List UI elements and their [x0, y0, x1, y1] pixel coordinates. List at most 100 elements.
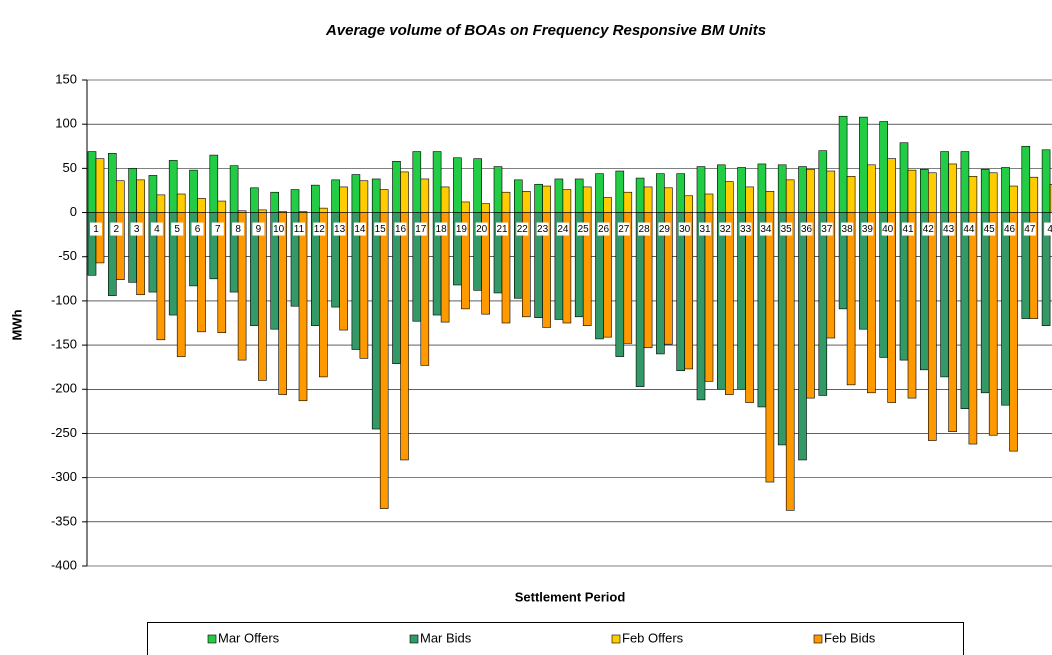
x-tick-label: 29	[659, 224, 671, 235]
x-tick-label: 44	[963, 224, 975, 235]
category-label-bg	[678, 222, 691, 236]
x-tick-label: 22	[517, 224, 529, 235]
bar	[278, 212, 288, 395]
bar	[176, 193, 186, 213]
bar	[209, 154, 219, 213]
bar	[635, 177, 645, 213]
legend-label: Feb Bids	[824, 630, 876, 645]
bar	[623, 212, 633, 344]
x-tick-label: 3	[134, 224, 140, 235]
x-tick-label: 14	[354, 224, 366, 235]
category-label-bg	[171, 222, 184, 236]
x-tick-label: 45	[984, 224, 996, 235]
bar	[988, 212, 998, 436]
bar	[318, 207, 328, 213]
bar	[960, 212, 970, 410]
bar	[696, 212, 706, 401]
category-label-bg	[211, 222, 224, 236]
category-label-bg	[353, 222, 366, 236]
bar	[461, 201, 470, 213]
bar	[371, 178, 381, 213]
category-label-bg	[191, 222, 204, 236]
bar	[574, 178, 584, 213]
x-tick-label: 46	[1004, 224, 1016, 235]
bar	[899, 142, 909, 213]
bar	[737, 212, 746, 390]
bar	[168, 160, 178, 213]
bar	[258, 209, 267, 213]
bar	[716, 212, 726, 390]
x-tick-label: 40	[882, 224, 894, 235]
bar	[940, 151, 949, 213]
bar	[838, 115, 848, 213]
bar	[128, 168, 137, 213]
x-tick-label: 1	[93, 224, 99, 235]
bar	[676, 212, 686, 372]
bar	[623, 191, 633, 213]
bar	[371, 212, 381, 430]
bar	[513, 179, 523, 213]
bar	[318, 212, 328, 378]
x-tick-label: 16	[395, 224, 407, 235]
bar	[1041, 212, 1051, 326]
bar	[846, 176, 856, 213]
category-label-bg	[597, 222, 610, 236]
bar	[798, 212, 807, 461]
bar	[1001, 167, 1010, 213]
category-label-bg	[475, 222, 488, 236]
category-label-bg	[394, 222, 407, 236]
x-tick-label: 4	[154, 224, 160, 235]
bar	[359, 180, 369, 213]
bar	[1049, 183, 1052, 213]
bar	[603, 212, 612, 338]
x-tick-label: 41	[902, 224, 914, 235]
bar	[95, 212, 105, 264]
legend-swatch	[611, 634, 621, 644]
bar	[656, 173, 665, 213]
bar	[724, 212, 734, 395]
x-tick-label: 13	[334, 224, 346, 235]
bar	[116, 180, 125, 213]
bar	[806, 212, 815, 399]
category-label-bg	[496, 222, 508, 236]
bar	[453, 157, 462, 213]
bar	[603, 197, 612, 213]
x-tick-label: 5	[174, 224, 180, 235]
category-label-bg	[435, 222, 448, 236]
bar	[432, 151, 442, 213]
bar	[501, 191, 511, 213]
x-tick-label: 4	[1047, 224, 1052, 235]
x-tick-label: 30	[679, 224, 691, 235]
x-tick-label: 23	[537, 224, 549, 235]
bar	[806, 168, 815, 213]
category-label-bg	[658, 222, 671, 236]
x-axis-title: Settlement Period	[515, 589, 626, 604]
bar	[684, 212, 694, 370]
x-tick-label: 6	[195, 224, 201, 235]
bar	[116, 212, 125, 281]
bar	[237, 212, 247, 361]
bar	[887, 212, 897, 403]
x-tick-label: 27	[618, 224, 630, 235]
category-label-bg	[759, 222, 772, 236]
bar	[818, 150, 828, 213]
bar	[1009, 212, 1018, 452]
category-label-bg	[556, 222, 569, 236]
category-label-bg	[536, 222, 549, 236]
bar	[643, 212, 653, 349]
category-label-bg	[1023, 222, 1036, 236]
x-tick-label: 10	[273, 224, 285, 235]
bar	[95, 158, 105, 213]
bar	[960, 151, 970, 213]
x-tick-label: 35	[781, 224, 793, 235]
bar	[87, 151, 97, 213]
bar	[765, 191, 775, 213]
x-tick-label: 26	[598, 224, 610, 235]
bar	[298, 212, 308, 402]
bar	[919, 168, 929, 213]
x-tick-label: 2	[114, 224, 120, 235]
bar	[400, 171, 409, 213]
y-tick-label: -350	[51, 513, 77, 528]
bar	[473, 158, 483, 213]
